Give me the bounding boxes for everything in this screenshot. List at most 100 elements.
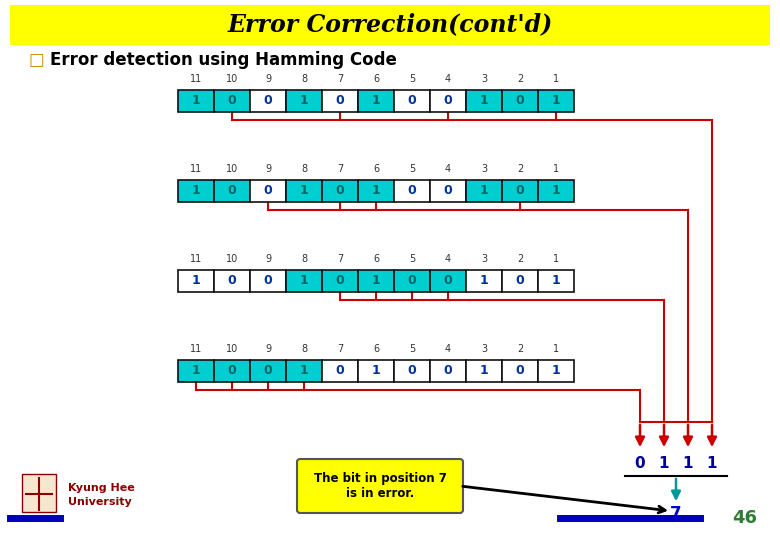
Text: 0: 0 <box>444 274 452 287</box>
Bar <box>538 180 574 202</box>
Bar <box>250 270 286 292</box>
Text: 0: 0 <box>264 185 272 198</box>
Text: 1: 1 <box>192 274 200 287</box>
Text: 1: 1 <box>551 274 560 287</box>
Text: 0: 0 <box>264 364 272 377</box>
Text: 1: 1 <box>192 94 200 107</box>
Text: 1: 1 <box>300 364 308 377</box>
Bar <box>394 270 430 292</box>
Text: 9: 9 <box>265 344 271 354</box>
Bar <box>250 90 286 112</box>
Text: 4: 4 <box>445 74 451 84</box>
Text: Error Correction(cont'd): Error Correction(cont'd) <box>228 12 552 36</box>
Text: □: □ <box>28 51 44 69</box>
Text: 9: 9 <box>265 164 271 174</box>
Text: 6: 6 <box>373 74 379 84</box>
Bar <box>466 90 502 112</box>
Text: University: University <box>68 497 132 507</box>
Text: 0: 0 <box>444 364 452 377</box>
Bar <box>322 360 358 382</box>
Text: 0: 0 <box>264 274 272 287</box>
Text: 5: 5 <box>409 344 415 354</box>
Text: 2: 2 <box>517 164 523 174</box>
Text: 1: 1 <box>371 364 381 377</box>
Bar <box>250 180 286 202</box>
Bar <box>502 90 538 112</box>
Text: 4: 4 <box>445 344 451 354</box>
Bar <box>502 360 538 382</box>
Bar <box>286 360 322 382</box>
Text: 0: 0 <box>335 274 345 287</box>
Text: 1: 1 <box>480 94 488 107</box>
Text: 46: 46 <box>732 509 757 527</box>
Text: 2: 2 <box>517 254 523 264</box>
Text: The bit in position 7
is in error.: The bit in position 7 is in error. <box>314 472 446 500</box>
Text: 1: 1 <box>551 185 560 198</box>
Text: 1: 1 <box>371 185 381 198</box>
Text: 11: 11 <box>190 254 202 264</box>
Bar <box>178 270 214 292</box>
Bar <box>250 360 286 382</box>
Text: 9: 9 <box>265 74 271 84</box>
Text: 3: 3 <box>481 254 487 264</box>
Bar <box>322 180 358 202</box>
Text: Kyung Hee: Kyung Hee <box>68 483 135 493</box>
Text: 7: 7 <box>670 505 682 523</box>
Text: 0: 0 <box>228 364 236 377</box>
Text: 1: 1 <box>480 364 488 377</box>
Text: 1: 1 <box>371 274 381 287</box>
Text: 3: 3 <box>481 164 487 174</box>
Bar <box>466 270 502 292</box>
Bar <box>22 474 56 512</box>
Text: 1: 1 <box>300 94 308 107</box>
Text: 1: 1 <box>682 456 693 471</box>
Text: 7: 7 <box>337 74 343 84</box>
Text: 1: 1 <box>480 185 488 198</box>
Bar <box>214 90 250 112</box>
Text: 1: 1 <box>553 254 559 264</box>
Text: 1: 1 <box>659 456 669 471</box>
Text: 9: 9 <box>265 254 271 264</box>
Text: 0: 0 <box>335 185 345 198</box>
Bar <box>358 180 394 202</box>
Text: 10: 10 <box>226 254 238 264</box>
Text: 5: 5 <box>409 254 415 264</box>
Text: 7: 7 <box>337 164 343 174</box>
Text: 1: 1 <box>300 274 308 287</box>
Text: 0: 0 <box>228 94 236 107</box>
Text: 4: 4 <box>445 164 451 174</box>
Text: 10: 10 <box>226 344 238 354</box>
Text: 1: 1 <box>707 456 718 471</box>
Bar <box>178 90 214 112</box>
Text: 8: 8 <box>301 254 307 264</box>
Text: 0: 0 <box>408 364 417 377</box>
Text: 3: 3 <box>481 74 487 84</box>
Bar <box>538 90 574 112</box>
Bar <box>394 90 430 112</box>
Bar <box>10 5 770 45</box>
Text: 1: 1 <box>300 185 308 198</box>
Bar <box>502 180 538 202</box>
Text: 0: 0 <box>516 274 524 287</box>
Text: Error detection using Hamming Code: Error detection using Hamming Code <box>50 51 397 69</box>
Text: 6: 6 <box>373 344 379 354</box>
Text: 0: 0 <box>408 94 417 107</box>
Bar <box>430 180 466 202</box>
Text: 1: 1 <box>551 94 560 107</box>
Text: 0: 0 <box>444 185 452 198</box>
Text: 0: 0 <box>408 274 417 287</box>
Text: 4: 4 <box>445 254 451 264</box>
Text: 2: 2 <box>517 74 523 84</box>
Text: 10: 10 <box>226 164 238 174</box>
Text: 1: 1 <box>553 74 559 84</box>
Bar <box>358 360 394 382</box>
Text: 1: 1 <box>553 164 559 174</box>
Text: 7: 7 <box>337 254 343 264</box>
Text: 8: 8 <box>301 164 307 174</box>
Bar <box>358 270 394 292</box>
Text: 1: 1 <box>480 274 488 287</box>
Bar <box>214 270 250 292</box>
Bar <box>286 270 322 292</box>
Text: 1: 1 <box>371 94 381 107</box>
Text: 11: 11 <box>190 74 202 84</box>
